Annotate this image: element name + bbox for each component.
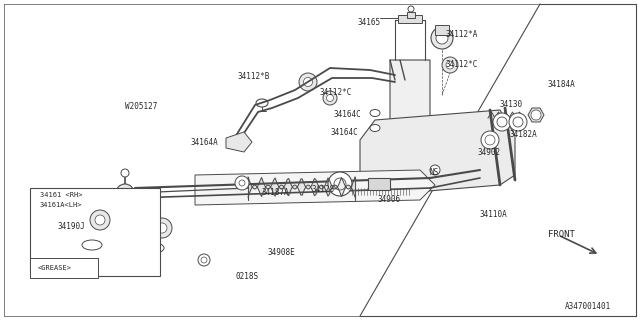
Circle shape [326,94,333,101]
Polygon shape [195,170,435,205]
Circle shape [201,257,207,263]
Bar [407,12,415,18]
Circle shape [513,117,523,127]
Circle shape [446,61,454,69]
Polygon shape [105,240,145,256]
Text: 34112*C: 34112*C [446,60,478,69]
Circle shape [497,117,507,127]
Text: 34112*C: 34112*C [320,88,353,97]
Text: 34164C: 34164C [330,128,358,137]
Circle shape [334,178,346,190]
Circle shape [90,210,110,230]
Ellipse shape [69,259,91,269]
Bar [30,188,160,276]
Text: 34112*A: 34112*A [446,30,478,39]
Circle shape [239,180,245,186]
Bar [368,178,390,190]
Circle shape [485,135,495,145]
Bar [30,258,98,278]
Ellipse shape [146,243,164,253]
Circle shape [152,218,172,238]
Ellipse shape [115,260,135,270]
Text: 34906: 34906 [378,195,401,204]
Text: 34130: 34130 [500,100,523,109]
Circle shape [509,113,527,131]
Text: 34182A: 34182A [510,130,538,139]
Circle shape [431,27,453,49]
Polygon shape [360,110,515,195]
Text: 34161A<LH>: 34161A<LH> [40,202,83,208]
Bar [398,15,422,23]
Circle shape [198,254,210,266]
Circle shape [493,113,511,131]
Polygon shape [528,108,544,122]
Text: A347001401: A347001401 [565,302,611,311]
Text: 34908E: 34908E [268,248,296,257]
Circle shape [442,57,458,73]
Text: 34190J: 34190J [58,222,86,231]
Circle shape [121,169,129,177]
Text: <GREASE>: <GREASE> [38,265,72,271]
Text: 34902: 34902 [478,148,501,157]
Ellipse shape [82,240,102,250]
Text: 34112*B: 34112*B [238,72,270,81]
Text: 34161 <RH>: 34161 <RH> [40,192,83,198]
Circle shape [299,73,317,91]
Circle shape [481,131,499,149]
Circle shape [430,165,440,175]
Polygon shape [390,60,430,180]
Circle shape [157,223,167,233]
Circle shape [328,172,352,196]
Text: NS: NS [430,168,439,177]
Circle shape [408,6,414,12]
Polygon shape [226,132,252,152]
Circle shape [531,110,541,120]
Text: 34110A: 34110A [480,210,508,219]
Circle shape [116,184,134,202]
Circle shape [323,91,337,105]
Circle shape [139,239,151,251]
Circle shape [95,215,105,225]
Text: 34184A: 34184A [548,80,576,89]
Ellipse shape [370,109,380,116]
Text: 0218S: 0218S [236,272,259,281]
Ellipse shape [256,99,268,107]
Text: FRONT: FRONT [548,230,575,239]
Ellipse shape [370,124,380,132]
Circle shape [235,176,249,190]
Circle shape [303,77,312,86]
Text: 34187A: 34187A [262,188,290,197]
Bar [435,25,449,35]
Text: 34164C: 34164C [333,110,361,119]
Circle shape [436,32,448,44]
Text: 34165: 34165 [358,18,381,27]
Text: W205127: W205127 [125,102,157,111]
Text: 34164A: 34164A [190,138,218,147]
Text: 34128: 34128 [312,185,335,194]
